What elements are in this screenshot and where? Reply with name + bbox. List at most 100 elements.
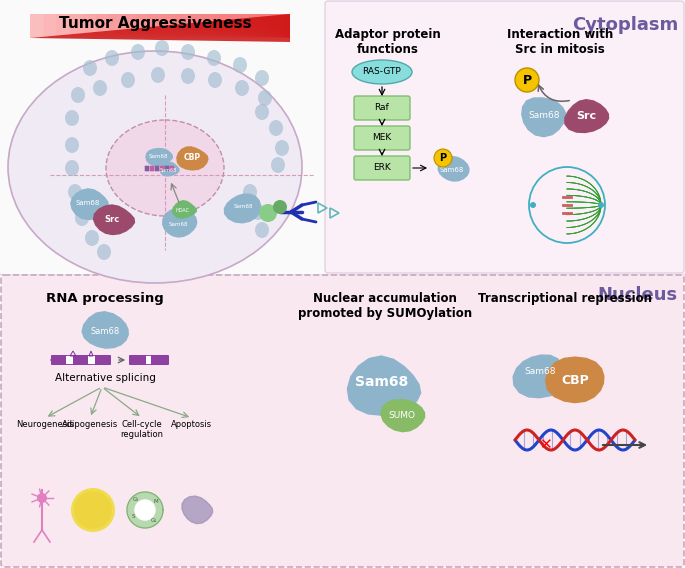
Polygon shape — [214, 14, 290, 38]
Text: ✕: ✕ — [538, 437, 551, 453]
Text: Interaction with
Src in mitosis: Interaction with Src in mitosis — [507, 28, 613, 56]
Text: RNA processing: RNA processing — [46, 292, 164, 305]
Ellipse shape — [8, 51, 302, 283]
Ellipse shape — [181, 44, 195, 60]
Ellipse shape — [243, 184, 257, 200]
Text: Tumor Aggressiveness: Tumor Aggressiveness — [59, 16, 251, 31]
Ellipse shape — [105, 50, 119, 66]
Polygon shape — [347, 356, 421, 415]
Polygon shape — [135, 14, 290, 38]
Ellipse shape — [273, 200, 287, 214]
FancyBboxPatch shape — [151, 356, 169, 365]
Text: Sam68: Sam68 — [524, 367, 556, 377]
Ellipse shape — [255, 104, 269, 120]
FancyBboxPatch shape — [164, 166, 169, 172]
Ellipse shape — [75, 210, 89, 226]
FancyBboxPatch shape — [129, 356, 147, 365]
Ellipse shape — [65, 110, 79, 126]
Polygon shape — [227, 14, 290, 38]
Text: Alternative splicing: Alternative splicing — [55, 373, 155, 383]
FancyBboxPatch shape — [145, 166, 149, 172]
Polygon shape — [30, 14, 290, 38]
Polygon shape — [82, 312, 128, 348]
Circle shape — [515, 68, 539, 92]
Polygon shape — [135, 500, 155, 520]
Text: Nuclear accumulation
promoted by SUMOylation: Nuclear accumulation promoted by SUMOyla… — [298, 292, 472, 320]
Polygon shape — [122, 14, 290, 38]
Ellipse shape — [68, 184, 82, 200]
FancyBboxPatch shape — [170, 166, 174, 172]
Ellipse shape — [151, 67, 165, 83]
FancyBboxPatch shape — [51, 356, 66, 365]
Polygon shape — [253, 14, 290, 38]
Ellipse shape — [121, 72, 135, 88]
Circle shape — [434, 149, 452, 167]
Text: Adipogenesis: Adipogenesis — [62, 420, 118, 429]
Ellipse shape — [251, 204, 265, 220]
FancyBboxPatch shape — [73, 356, 88, 365]
Polygon shape — [381, 399, 425, 432]
Polygon shape — [160, 162, 179, 176]
Text: Sam68: Sam68 — [356, 375, 409, 389]
Circle shape — [598, 202, 604, 208]
Ellipse shape — [259, 204, 277, 222]
Ellipse shape — [233, 57, 247, 73]
FancyBboxPatch shape — [88, 356, 97, 365]
Polygon shape — [50, 355, 54, 365]
Ellipse shape — [269, 120, 283, 136]
Polygon shape — [43, 14, 290, 38]
Ellipse shape — [74, 491, 112, 529]
Text: Sam68: Sam68 — [234, 204, 253, 210]
Text: Nucleus: Nucleus — [598, 286, 678, 304]
Text: HDAC: HDAC — [176, 207, 190, 212]
FancyBboxPatch shape — [0, 0, 685, 275]
Circle shape — [530, 202, 536, 208]
Ellipse shape — [37, 493, 47, 503]
Text: Sam68: Sam68 — [76, 200, 100, 206]
Ellipse shape — [65, 160, 79, 176]
Polygon shape — [94, 205, 134, 235]
Polygon shape — [280, 14, 290, 38]
Ellipse shape — [83, 60, 97, 76]
FancyBboxPatch shape — [95, 356, 110, 365]
Polygon shape — [173, 201, 197, 218]
Text: Adaptor protein
functions: Adaptor protein functions — [335, 28, 441, 56]
Text: Transcriptional repression: Transcriptional repression — [478, 292, 652, 305]
Polygon shape — [127, 492, 163, 528]
Polygon shape — [188, 14, 290, 38]
Polygon shape — [109, 14, 290, 38]
Polygon shape — [30, 14, 290, 42]
Polygon shape — [522, 98, 565, 137]
Ellipse shape — [235, 80, 249, 96]
Polygon shape — [182, 496, 213, 524]
Text: Src: Src — [576, 111, 596, 121]
Text: Sam68: Sam68 — [440, 167, 464, 173]
Polygon shape — [201, 14, 290, 38]
Ellipse shape — [255, 70, 269, 86]
Text: RAS-GTP: RAS-GTP — [362, 68, 401, 77]
Text: P: P — [523, 73, 532, 86]
Polygon shape — [149, 14, 290, 38]
Text: G₂: G₂ — [133, 497, 139, 502]
Polygon shape — [30, 14, 290, 38]
Text: CBP: CBP — [184, 152, 201, 161]
Text: Neurogenesis: Neurogenesis — [16, 420, 74, 429]
FancyBboxPatch shape — [325, 1, 684, 273]
Text: Sam68: Sam68 — [90, 328, 120, 336]
Polygon shape — [162, 14, 290, 38]
Polygon shape — [513, 355, 566, 398]
FancyBboxPatch shape — [150, 166, 154, 172]
Ellipse shape — [258, 90, 272, 106]
Ellipse shape — [65, 137, 79, 153]
Polygon shape — [177, 147, 208, 170]
Ellipse shape — [208, 72, 222, 88]
Ellipse shape — [71, 87, 85, 103]
Polygon shape — [56, 14, 290, 38]
Polygon shape — [175, 14, 290, 38]
Text: G₁: G₁ — [151, 518, 157, 523]
Ellipse shape — [97, 244, 111, 260]
Text: M: M — [153, 499, 158, 503]
Text: Cytoplasm: Cytoplasm — [572, 16, 678, 34]
FancyBboxPatch shape — [354, 156, 410, 180]
Ellipse shape — [106, 120, 224, 216]
